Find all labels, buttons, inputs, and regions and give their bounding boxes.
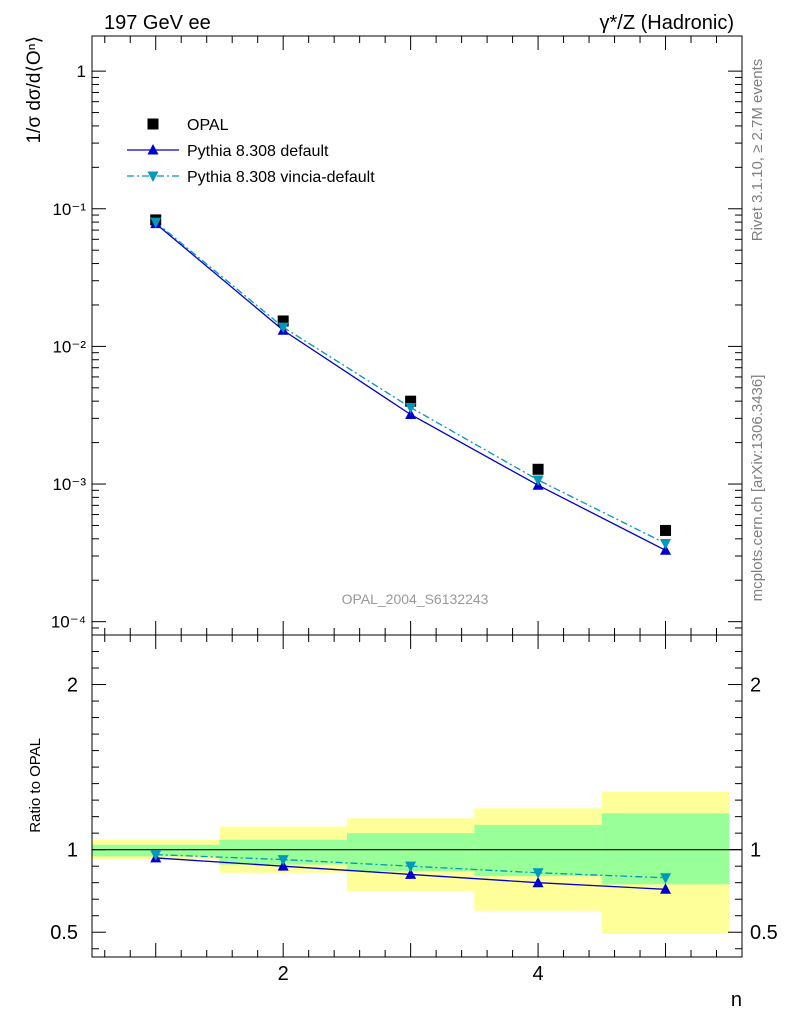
watermark: OPAL_2004_S6132243 — [342, 591, 489, 607]
main-point-vincia — [532, 475, 544, 486]
legend-marker-default — [147, 144, 159, 155]
main-point-opal — [532, 463, 544, 475]
ratio-band-green-3 — [474, 824, 602, 877]
ratio-point-vincia — [660, 873, 672, 884]
legend-label-opal: OPAL — [187, 117, 229, 134]
ratio-point-default — [405, 868, 417, 879]
ratio-ytick-label-right: 1 — [750, 840, 761, 862]
main-point-vincia — [405, 402, 417, 414]
main-line-default — [155, 223, 666, 551]
main-plot-frame — [91, 35, 743, 636]
legend-marker-vincia — [147, 171, 159, 182]
ratio-band-green-4 — [601, 813, 730, 885]
main-ytick-label: 10⁻³ — [52, 475, 86, 494]
legend-marker-opal — [147, 118, 159, 130]
main-point-opal — [277, 315, 289, 327]
main-point-vincia — [150, 217, 162, 229]
main-ylabel: 1/σ dσ/d⟨Oⁿ⟩ — [24, 36, 45, 144]
legend-label-default: Pythia 8.308 default — [187, 143, 329, 160]
header-right-label: γ*/Z (Hadronic) — [600, 12, 734, 34]
ratio-ytick-label-left: 0.5 — [50, 922, 78, 944]
main-line-vincia — [155, 221, 666, 545]
main-point-opal — [405, 395, 417, 407]
side-label-rivet: Rivet 3.1.10, ≥ 2.7M events — [749, 59, 766, 242]
main-point-default — [660, 544, 672, 555]
main-point-default — [405, 408, 417, 420]
x-tick-label: 4 — [533, 963, 544, 985]
main-point-vincia — [660, 538, 672, 550]
ratio-ytick-label-left: 1 — [67, 840, 78, 862]
legend-label-vincia: Pythia 8.308 vincia-default — [187, 169, 375, 186]
header-left-label: 197 GeV ee — [104, 12, 211, 34]
x-axis-label: n — [731, 989, 742, 1011]
ratio-point-vincia — [277, 855, 289, 866]
main-point-opal — [660, 524, 672, 536]
main-ytick-label: 10⁻¹ — [52, 200, 86, 219]
ratio-point-default — [660, 883, 672, 894]
main-point-vincia — [277, 322, 289, 334]
ratio-ytick-label-left: 2 — [67, 675, 78, 697]
ratio-ytick-label-right: 2 — [750, 675, 761, 697]
main-ytick-label: 10⁻⁴ — [51, 613, 86, 632]
main-ytick-label: 1 — [77, 62, 86, 81]
ratio-point-default — [532, 876, 544, 888]
main-ytick-label: 10⁻² — [52, 337, 86, 356]
ratio-point-vincia — [532, 868, 544, 879]
x-tick-label: 2 — [278, 963, 289, 985]
ratio-point-vincia — [150, 850, 162, 861]
ratio-ylabel: Ratio to OPAL — [27, 738, 44, 833]
side-label-mcplots: mcplots.cern.ch [arXiv:1306.3436] — [749, 375, 766, 602]
ratio-point-vincia — [405, 861, 417, 873]
ratio-ytick-label-right: 0.5 — [750, 922, 778, 944]
